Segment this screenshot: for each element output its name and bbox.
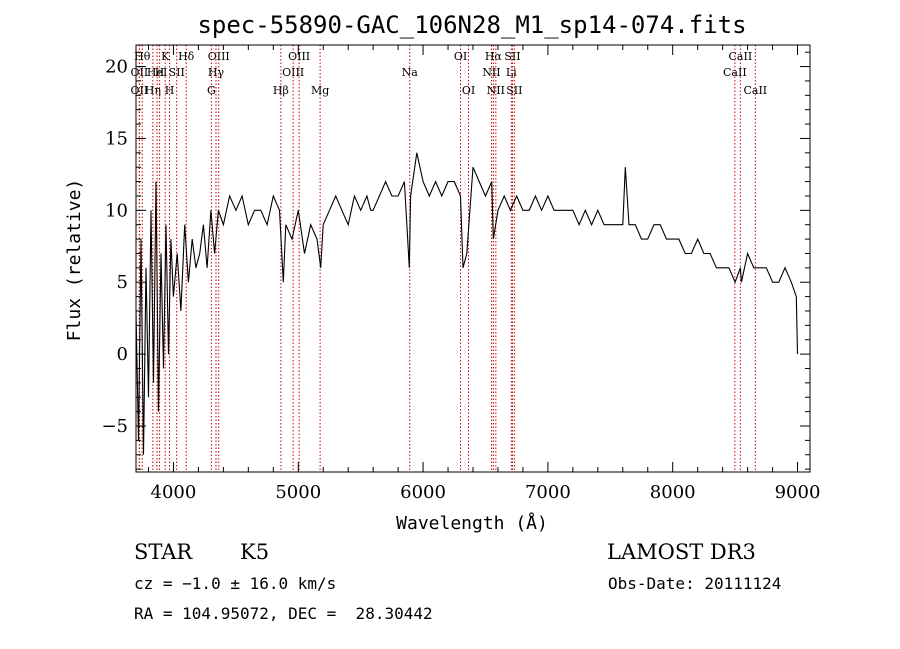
line-id-label: Mg (311, 84, 329, 97)
line-id-label: OIII (288, 50, 310, 63)
redshift-cz: cz = −1.0 ± 16.0 km/s (134, 574, 337, 593)
line-id-label: H (165, 84, 175, 97)
spectrum-line (135, 152, 799, 455)
x-tick-label: 4000 (151, 482, 197, 503)
line-id-label: OII (131, 66, 149, 79)
line-id-label: OII (131, 84, 149, 97)
x-tick-label: 5000 (275, 482, 321, 503)
chart-title: spec-55890-GAC_106N28_M1_sp14-074.fits (197, 11, 746, 39)
y-tick-label: 0 (117, 344, 128, 365)
line-id-label: NII (482, 66, 500, 79)
line-id-label: Hβ (273, 84, 289, 97)
line-id-label: OI (462, 84, 475, 97)
plot-frame (135, 44, 811, 473)
line-id-label: Hγ (208, 66, 225, 79)
y-tick-label: 10 (105, 200, 128, 221)
line-id-label: H (155, 66, 165, 79)
line-id-label: Hδ (178, 50, 195, 63)
y-tick-label: 20 (105, 57, 128, 78)
line-markers (138, 45, 756, 472)
line-id-label: K (161, 50, 170, 63)
line-id-label: G (207, 84, 216, 97)
x-tick-label: 9000 (775, 482, 821, 503)
y-tick-label: 15 (105, 128, 128, 149)
x-axis-label: Wavelength (Å) (396, 512, 548, 534)
coordinates: RA = 104.95072, DEC = 28.30442 (134, 604, 433, 623)
line-id-label: HeI (147, 66, 167, 79)
line-id-label: OI (454, 50, 467, 63)
line-labels: HθOIIOIIHηHeIHKHSIIHδGHγOIIIHβOIIIOIIIMg… (131, 50, 768, 97)
line-id-label: CaII (743, 84, 767, 97)
y-tick-label: −5 (101, 416, 128, 437)
line-id-label: NII (487, 84, 505, 97)
line-id-label: Li (506, 66, 517, 79)
line-id-label: Hα (485, 50, 503, 63)
x-tick-label: 6000 (400, 482, 446, 503)
line-id-label: OIII (208, 50, 230, 63)
line-id-label: Hη (145, 84, 161, 97)
line-id-label: SII (504, 50, 520, 63)
y-tick-label: 5 (117, 272, 128, 293)
line-id-label: Na (402, 66, 419, 79)
y-axis-label: Flux (relative) (64, 179, 85, 342)
line-id-label: SII (506, 84, 522, 97)
line-id-label: SII (169, 66, 185, 79)
x-tick-label: 7000 (525, 482, 571, 503)
y-axis: −5 0 5 10 15 20 (101, 51, 810, 470)
x-axis: 4000 5000 6000 7000 8000 9000 (147, 45, 821, 503)
x-tick-label: 8000 (650, 482, 696, 503)
line-id-label: CaII (723, 66, 747, 79)
line-id-label: OIII (282, 66, 304, 79)
line-id-label: CaII (729, 50, 753, 63)
survey-name: LAMOST DR3 (607, 540, 756, 564)
object-class: STAR (134, 540, 193, 564)
line-id-label: Hθ (134, 50, 151, 63)
obs-date: Obs-Date: 20111124 (608, 574, 782, 593)
subclass: K5 (240, 540, 270, 564)
